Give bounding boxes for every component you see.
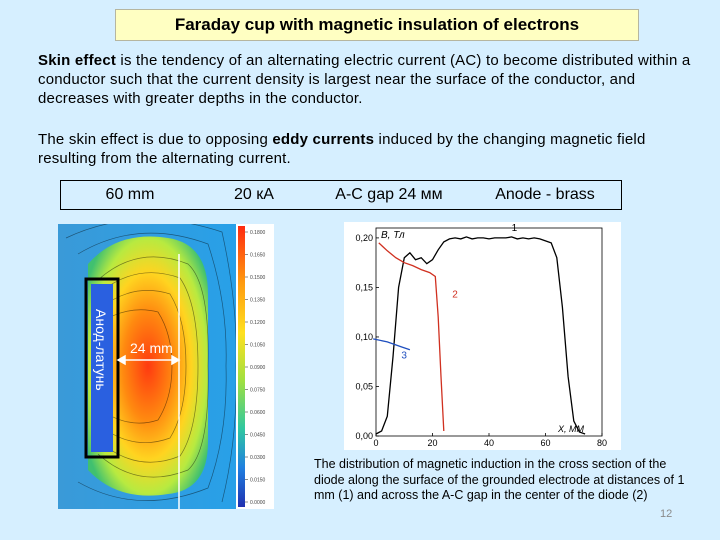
paragraph-skin-effect-text: is the tendency of an alternating electr…: [38, 52, 691, 107]
series-annotation-1: 1: [512, 223, 518, 234]
paragraph-eddy-before: The skin effect is due to opposing: [38, 131, 273, 148]
colorbar-tick-label: 0.1500: [250, 275, 266, 281]
series-line-1: [375, 236, 586, 435]
param-diameter: 60 mm: [105, 186, 155, 203]
series-annotation-2: 2: [452, 289, 458, 300]
y-tick-label: 0,15: [355, 282, 373, 292]
colorbar-tick-label: 0.0600: [250, 410, 266, 416]
series-line-3: [373, 338, 411, 351]
slide-title-text: Faraday cup with magnetic insulation of …: [174, 15, 580, 34]
series-annotation-3: 3: [401, 351, 407, 362]
anode-outline: [84, 277, 120, 459]
x-tick-label: 40: [484, 438, 494, 448]
paragraph-skin-effect: Skin effect is the tendency of an altern…: [38, 51, 698, 108]
y-tick-label: 0,05: [355, 381, 373, 391]
chart-labels: 1 2 3: [401, 223, 517, 362]
colorbar-tick-label: 0.1650: [250, 253, 266, 259]
colorbar-tick-label: 0.0150: [250, 478, 266, 484]
chart-axes: 0 20 40 60 80 0,00 0,05 0,10 0,15 0,20 B, Тл X, MM: [355, 227, 607, 448]
chart-container: 0 20 40 60 80 0,00 0,05 0,10 0,15 0,20 B, Тл X, MM …: [344, 222, 621, 450]
anode-body: [91, 284, 113, 452]
plot-frame: [375, 227, 603, 437]
gap-arrow: [116, 354, 181, 366]
paragraph-eddy-currents: The skin effect is due to opposing eddy …: [38, 130, 698, 168]
x-axis-label: X, MM: [557, 424, 585, 434]
param-gap: A-C gap 24 мм: [335, 186, 443, 203]
param-current: 20 кА: [234, 186, 274, 203]
colorbar-tick-label: 0.0900: [250, 365, 266, 371]
field-simulation-image: Анод-латунь 24 mm 0.1800 0.1650 0.1500 0.13…: [58, 224, 274, 509]
colorbar-ticks: 0.1800 0.1650 0.1500 0.1350 0.1200 0.1050 0.09…: [245, 230, 266, 506]
parameter-table: 60 mm 20 кА A-C gap 24 мм Anode - brass: [60, 180, 622, 210]
term-skin-effect: Skin effect: [38, 52, 117, 69]
colorbar-tick-label: 0.0450: [250, 433, 266, 439]
x-tick-label: 80: [597, 438, 607, 448]
field-simulation-svg: Анод-латунь 24 mm 0.1800 0.1650 0.1500 0.13…: [58, 224, 274, 509]
colorbar: [238, 226, 245, 507]
y-tick-label: 0,20: [355, 233, 373, 243]
colorbar-tick-label: 0.0750: [250, 388, 266, 394]
page-number: 12: [660, 508, 673, 520]
y-tick-label: 0,00: [355, 431, 373, 441]
series-line-2: [378, 242, 445, 432]
colorbar-tick-label: 0.1050: [250, 343, 266, 349]
chart-series: [373, 236, 586, 435]
induction-chart: 0 20 40 60 800,000,050,100,150,20 B, ТлX, MM …: [355, 223, 607, 448]
colorbar-tick-label: 0.0000: [250, 500, 266, 506]
colorbar-tick-label: 0.0300: [250, 455, 266, 461]
chart-caption: The distribution of magnetic induction i…: [314, 457, 685, 502]
y-tick-label: 0,10: [355, 332, 373, 342]
term-eddy-currents: eddy currents: [272, 131, 375, 148]
colorbar-tick-label: 0.1200: [250, 320, 266, 326]
gap-label: 24 mm: [130, 340, 173, 356]
colorbar-tick-label: 0.1800: [250, 230, 266, 236]
x-tick-label: 60: [540, 438, 550, 448]
slide-title: Faraday cup with magnetic insulation of …: [115, 9, 639, 41]
param-anode: Anode - brass: [495, 186, 595, 203]
field-lines: [65, 224, 237, 503]
x-tick-label: 20: [427, 438, 437, 448]
x-tick-label: 0: [373, 438, 378, 448]
paragraph-eddy-after: induced by the changing magnetic field r…: [38, 131, 646, 167]
y-axis-label: B, Тл: [381, 230, 405, 241]
anode-label: Анод-латунь: [93, 309, 109, 391]
colorbar-tick-label: 0.1350: [250, 298, 266, 304]
